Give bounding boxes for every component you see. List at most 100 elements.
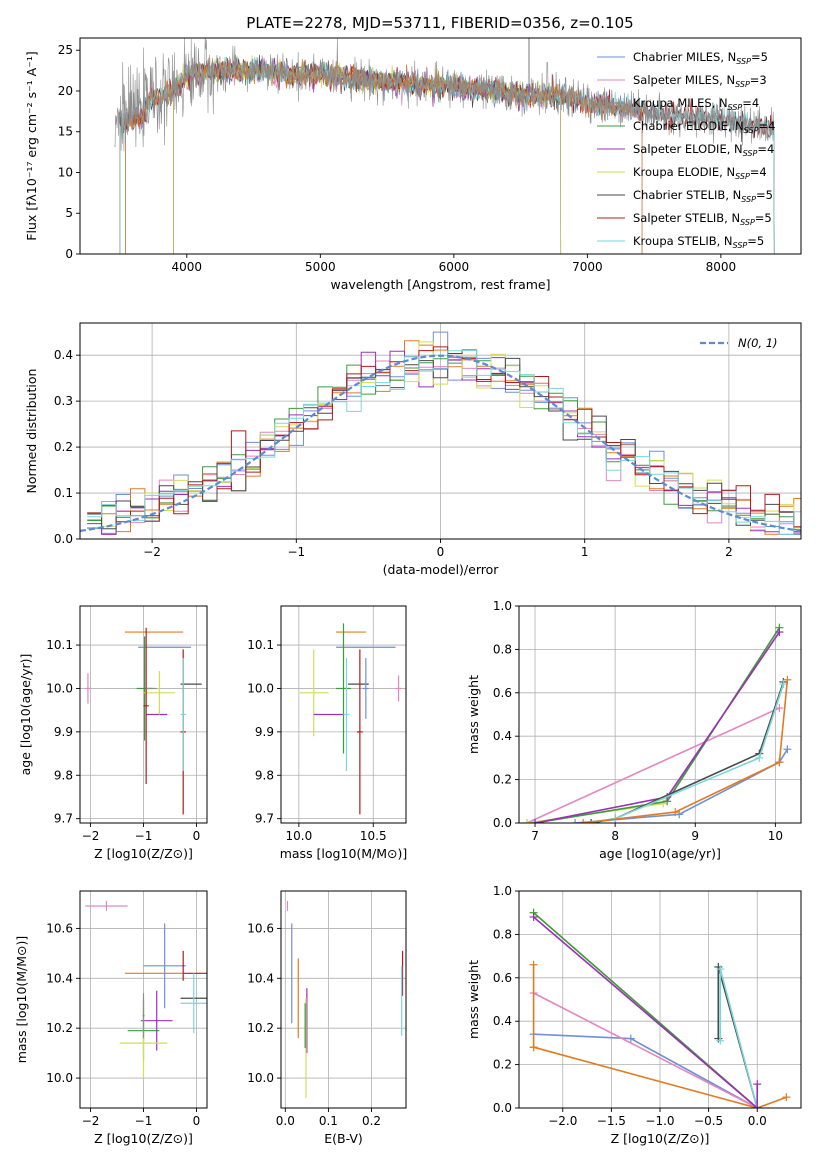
errorbar-point (143, 923, 186, 1009)
y-tick-label: 9.7 (255, 812, 274, 826)
y-tick-label: 0.1 (54, 486, 73, 500)
y-tick-label: 10.4 (247, 971, 274, 985)
errorbar-point (356, 649, 363, 815)
weight-marker (782, 1093, 791, 1102)
x-tick-label: 1 (581, 545, 589, 559)
axes-frame: 4000 5000 6000 7000 8000 0 5 10 15 20 25 wavelength… (24, 37, 802, 292)
y-tick-label: 0.0 (54, 532, 73, 546)
weight-marker (529, 960, 538, 969)
x-axis-label: (data-model)/error (383, 562, 500, 577)
axes-frame: 0.0 0.1 0.2 10.0 10.2 10.4 10.6 E(B-V) (247, 890, 407, 1146)
y-tick-label: 10.0 (247, 681, 274, 695)
errorbar-point (395, 675, 402, 702)
y-tick-label: 0.8 (493, 642, 512, 656)
y-tick-label: 10 (58, 165, 73, 179)
x-tick-label: −2 (143, 545, 161, 559)
legend-entry: Kroupa STELIB, NSSP=5 (633, 234, 764, 250)
normal-distribution-curve (80, 354, 801, 532)
axes-frame: −2 −1 0 9.7 9.8 9.9 10.0 10.1 Z [log10(Z/Z⊙)] age… (18, 605, 208, 861)
weight-marker (775, 703, 784, 712)
y-tick-label: 10.0 (46, 681, 73, 695)
x-tick-label: 0 (437, 545, 445, 559)
plot-area (114, 38, 775, 254)
weight-series-line (526, 707, 780, 823)
legend-entry: Kroupa ELODIE, NSSP=4 (633, 165, 767, 181)
legend-entry: N(0, 1) (738, 336, 778, 350)
x-tick-label: 2 (725, 545, 733, 559)
weight-marker (716, 965, 725, 974)
y-axis-label: Normed distribution (24, 369, 39, 494)
weight-series-line (590, 681, 785, 823)
y-axis-label: mass [log10(M/M⊙)] (14, 936, 29, 1064)
weight-marker (716, 1036, 725, 1045)
x-tick-label: 0 (193, 1114, 201, 1128)
y-axis-label: mass weight (466, 675, 481, 754)
y-tick-label: 0.6 (493, 686, 512, 700)
weight-marker (659, 799, 668, 808)
weight-series-line (533, 992, 758, 1108)
x-tick-label: 0.0 (276, 1114, 295, 1128)
weight-series-line (533, 1033, 758, 1108)
y-tick-label: 0.0 (493, 816, 512, 830)
y-tick-label: 10.2 (247, 1021, 274, 1035)
y-tick-label: 9.9 (54, 725, 73, 739)
errorbar-point (182, 950, 184, 981)
x-tick-label: −0.5 (694, 1114, 723, 1128)
y-tick-label: 10.6 (247, 921, 274, 935)
errorbar-point (180, 973, 207, 1034)
weight-marker (779, 680, 788, 689)
weight-marker (775, 758, 784, 767)
chart-weight_vs_Z: −2.0 −1.5 −1.0 −0.5 0.0 0.0 0.2 0.4 0.6 0.8 1.0 Z [… (466, 884, 802, 1146)
y-tick-label: 0.4 (493, 729, 512, 743)
y-tick-label: 0.4 (54, 348, 73, 362)
weight-marker (587, 819, 596, 823)
plot-area (80, 331, 801, 535)
y-tick-label: 9.8 (255, 768, 274, 782)
errorbar-point (142, 993, 145, 1039)
errorbar-point (85, 900, 128, 911)
weight-marker (714, 1034, 723, 1043)
axes-border (518, 605, 802, 824)
y-tick-label: 10.1 (247, 638, 274, 652)
y-axis-label: Flux [fλ10⁻¹⁷ erg cm⁻² s⁻¹ A⁻¹] (24, 51, 39, 240)
weight-series-line (575, 748, 789, 823)
x-axis-label: E(B-V) (324, 1131, 363, 1146)
y-tick-label: 0.0 (493, 1101, 512, 1115)
residual-histogram (87, 349, 801, 531)
weight-marker (531, 819, 540, 823)
y-axis-label: mass weight (466, 960, 481, 1039)
errorbar-point (143, 671, 176, 715)
observed-spectrum (114, 38, 775, 152)
chart-mass_vs_EBV: 0.0 0.1 0.2 10.0 10.2 10.4 10.6 E(B-V) (247, 890, 407, 1146)
x-tick-label: 10.5 (360, 829, 387, 843)
axes-frame: 7 8 9 10 0.0 0.2 0.4 0.6 0.8 1.0 age [log10(age/yr… (466, 599, 802, 861)
axes-border (79, 37, 802, 255)
weight-marker (523, 819, 532, 823)
x-tick-label: −2 (82, 1114, 100, 1128)
weight-series-line (583, 679, 789, 823)
weight-marker (775, 628, 784, 637)
axes-border (280, 890, 407, 1109)
errorbar-point (298, 649, 329, 737)
x-tick-label: 8000 (706, 260, 737, 274)
errorbar-point (85, 673, 91, 704)
x-tick-label: 9 (691, 829, 699, 843)
x-tick-label: 0.2 (362, 1114, 381, 1128)
x-tick-label: −2 (82, 829, 100, 843)
weight-series-line (533, 916, 758, 1108)
plot-area (523, 623, 792, 823)
x-tick-label: 10.0 (285, 829, 312, 843)
axes-frame: −2.0 −1.5 −1.0 −0.5 0.0 0.0 0.2 0.4 0.6 0.8 1.0 Z [… (466, 884, 802, 1146)
y-tick-label: 0.4 (493, 1014, 512, 1028)
chart-residuals: −2 −1 0 1 2 0.0 0.1 0.2 0.3 0.4 (data-model)/error… (24, 322, 802, 577)
y-tick-label: 5 (65, 206, 73, 220)
y-tick-label: 9.8 (54, 768, 73, 782)
x-tick-label: −2.0 (548, 1114, 577, 1128)
y-tick-label: 0 (65, 247, 73, 261)
y-axis-label: age [log10(age/yr)] (18, 654, 33, 776)
y-tick-label: 10.0 (46, 1071, 73, 1085)
x-tick-label: 0.1 (319, 1114, 338, 1128)
x-axis-label: Z [log10(Z/Z⊙)] (94, 846, 193, 861)
chart-mass_vs_Z: −2 −1 0 10.0 10.2 10.4 10.6 Z [log10(Z/Z⊙)] mass… (14, 890, 208, 1146)
